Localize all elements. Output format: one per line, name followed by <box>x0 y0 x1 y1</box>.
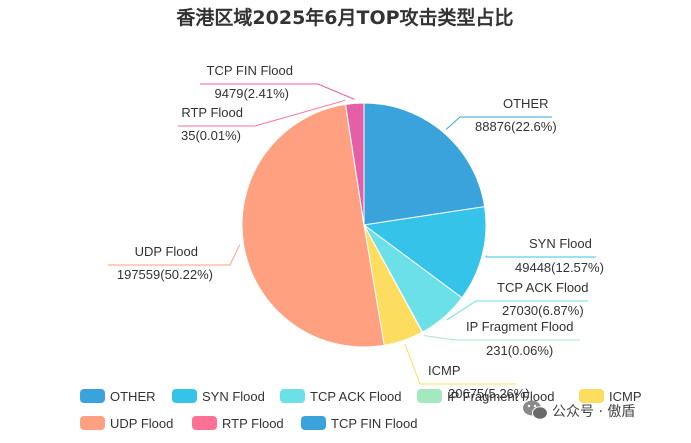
legend-label: SYN Flood <box>202 389 265 404</box>
slice-labels: OTHER 88876(22.6%) SYN Flood 49448(12.57%) T… <box>117 63 604 401</box>
leader-ip-fragment-flood <box>424 335 580 341</box>
watermark-text: 公众号 · 傲盾 <box>552 404 635 420</box>
chart-title: 香港区域2025年6月TOP攻击类型占比 <box>175 6 513 29</box>
slice-label-value: 27030(6.87%) <box>502 303 584 318</box>
legend-label: IP Fragment Flood <box>447 389 554 404</box>
legend-item-udp-flood[interactable]: UDP Flood <box>80 416 173 431</box>
slice-label-name: TCP ACK Flood <box>497 280 589 295</box>
legend-swatch <box>301 416 326 430</box>
legend-swatch <box>579 389 604 403</box>
slice-tcp-fin-flood[interactable] <box>345 102 365 226</box>
wechat-icon <box>523 400 548 420</box>
legend-swatch <box>280 389 305 403</box>
slice-label-name: UDP Flood <box>135 244 198 259</box>
slice-label-name: SYN Flood <box>529 236 592 251</box>
label-leaders <box>108 83 596 385</box>
slice-label-name: TCP FIN Flood <box>207 63 293 78</box>
slice-label-name: IP Fragment Flood <box>466 319 573 334</box>
slice-label-value: 9479(2.41%) <box>215 86 289 101</box>
slice-label-value: 231(0.06%) <box>486 343 553 358</box>
slice-other[interactable] <box>363 102 486 226</box>
slice-label-name: OTHER <box>503 96 549 111</box>
legend-label: OTHER <box>110 389 156 404</box>
legend: OTHER SYN Flood TCP ACK Flood IP Fragment F… <box>80 389 642 431</box>
slice-label-value: 49448(12.57%) <box>515 260 604 275</box>
legend-swatch <box>417 389 442 403</box>
legend-item-other[interactable]: OTHER <box>80 389 156 404</box>
legend-label: RTP Flood <box>222 416 284 431</box>
leader-rtp-flood <box>178 99 346 127</box>
leader-other <box>445 116 552 130</box>
pie-slices <box>241 102 487 348</box>
legend-label: ICMP <box>609 389 642 404</box>
slice-udp-flood[interactable] <box>241 103 385 348</box>
legend-label: TCP ACK Flood <box>310 389 402 404</box>
leader-tcp-ack-flood <box>446 300 588 321</box>
slice-label-value: 197559(50.22%) <box>117 267 213 282</box>
slice-label-value: 88876(22.6%) <box>475 119 557 134</box>
leader-syn-flood <box>485 255 596 258</box>
legend-item-tcp-ack-flood[interactable]: TCP ACK Flood <box>280 389 402 404</box>
legend-item-tcp-fin-flood[interactable]: TCP FIN Flood <box>301 416 417 431</box>
slice-label-name: RTP Flood <box>181 105 243 120</box>
slice-label-name: ICMP <box>428 363 461 378</box>
legend-swatch <box>192 416 217 430</box>
slice-label-value: 35(0.01%) <box>181 128 241 143</box>
slice-syn-flood[interactable] <box>362 206 487 299</box>
watermark: 公众号 · 傲盾 <box>523 400 635 420</box>
legend-swatch <box>172 389 197 403</box>
legend-item-ip-fragment-flood[interactable]: IP Fragment Flood <box>417 389 554 404</box>
legend-swatch <box>80 416 105 430</box>
legend-swatch <box>80 389 105 403</box>
leader-udp-flood <box>108 244 241 266</box>
leader-icmp <box>404 343 516 385</box>
legend-item-icmp[interactable]: ICMP <box>579 389 642 404</box>
legend-item-rtp-flood[interactable]: RTP Flood <box>192 416 284 431</box>
slice-label-value: 20675(5.26%) <box>448 386 530 401</box>
legend-label: TCP FIN Flood <box>331 416 417 431</box>
leader-tcp-fin-flood <box>200 83 355 100</box>
legend-item-syn-flood[interactable]: SYN Flood <box>172 389 265 404</box>
legend-label: UDP Flood <box>110 416 173 431</box>
